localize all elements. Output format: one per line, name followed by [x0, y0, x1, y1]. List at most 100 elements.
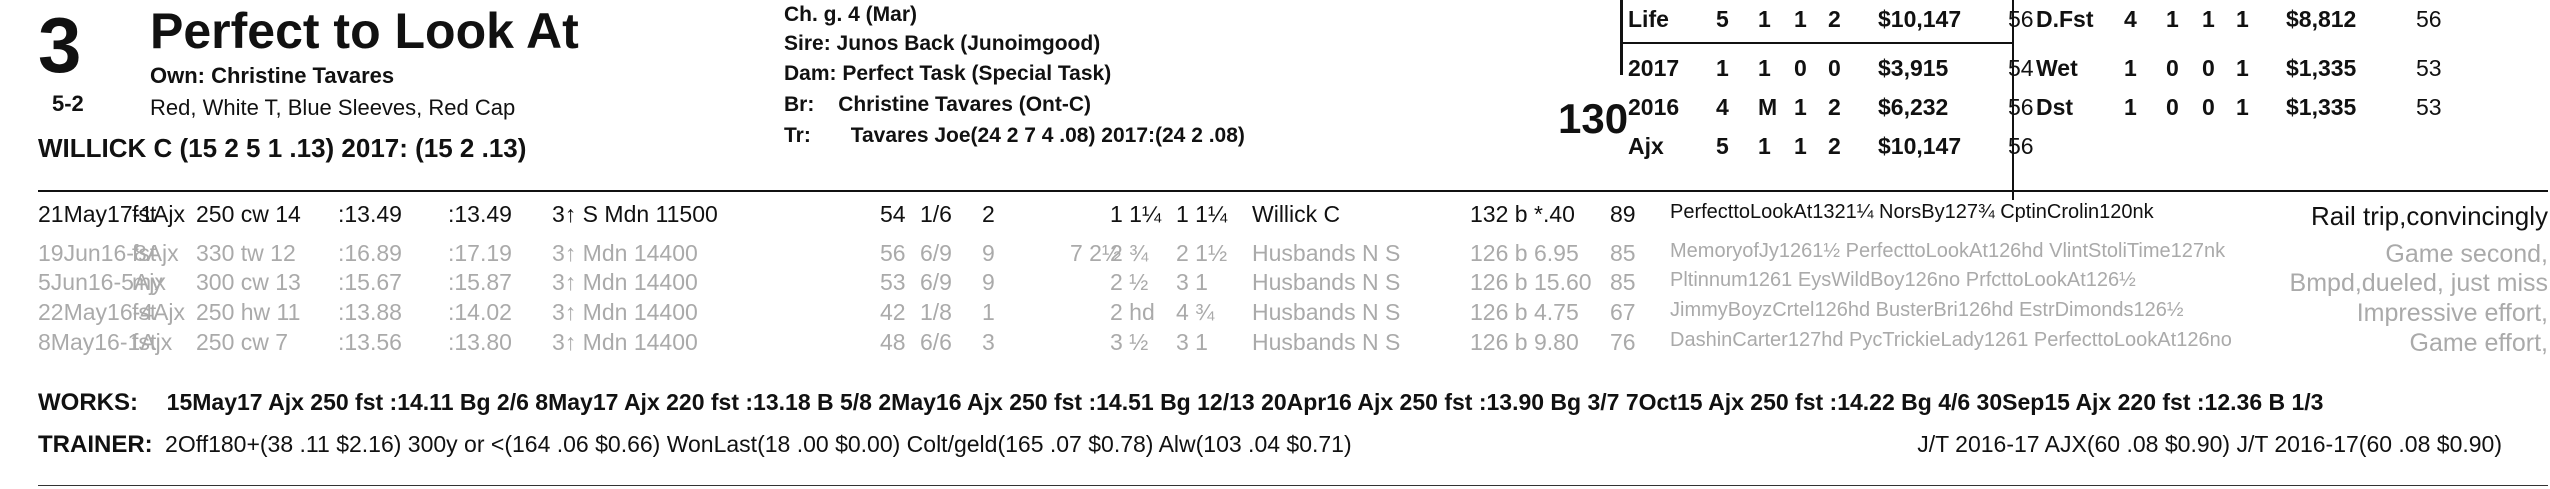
trainer-stats-text: 2Off180+(38 .11 $2.16) 300y or <(164 .06…: [165, 431, 1352, 457]
program-number: 3: [38, 1, 82, 89]
record-s: 1: [2236, 55, 2249, 81]
bottom-rule: [38, 485, 2548, 486]
race-c1: 2 ¾: [1110, 240, 1149, 266]
race-dist: 250 cw 7: [196, 329, 289, 355]
race-jockey: Husbands N S: [1252, 269, 1401, 295]
race-st: 3: [982, 329, 995, 355]
race-cls: 3↑ Mdn 14400: [552, 329, 698, 355]
race-fig: 56: [880, 240, 906, 266]
race-remark: Game second,: [2385, 240, 2548, 268]
record-s: 1: [2236, 6, 2249, 32]
race-fig: 42: [880, 299, 906, 325]
record-earn: $3,915: [1878, 55, 1949, 81]
race-fin: 4 ¾: [1176, 299, 1215, 325]
race-odds: 15.60: [1534, 269, 1592, 295]
record-fig: 56: [2416, 6, 2442, 32]
record-row-record_left-2: 2016 4 M 1 2 $6,232 56: [1628, 94, 2048, 124]
record-row-record_right-0: D.Fst 4 1 1 1 $8,812 56: [2036, 6, 2456, 36]
race-remark: Game effort,: [2409, 329, 2549, 357]
pedigree-sire: Sire: Junos Back (Junoimgood): [784, 32, 1100, 56]
record-w: 0: [2166, 55, 2179, 81]
race-t2: :13.49: [448, 201, 512, 227]
record-s: 1: [2236, 94, 2249, 120]
race-date: 21May17-1Ajx: [38, 201, 186, 227]
record-st: 5: [1716, 133, 1729, 159]
race-comment: PerfecttoLookAt1321¼ NorsBy127¾ CptinCro…: [1670, 201, 2154, 223]
record-st: 1: [2124, 55, 2137, 81]
race-pp: 1/8: [920, 299, 952, 325]
race-t2: :15.87: [448, 269, 512, 295]
record-earn: $8,812: [2286, 6, 2357, 32]
record-fig: 54: [2008, 55, 2034, 81]
race-wt: 126 b: [1470, 329, 1528, 355]
record-st: 4: [2124, 6, 2137, 32]
race-spd: 85: [1610, 269, 1636, 295]
race-spd: 85: [1610, 240, 1636, 266]
race-st: 9: [982, 240, 995, 266]
record-fig: 53: [2416, 55, 2442, 81]
record-earn: $10,147: [1878, 133, 1962, 159]
works-text: 15May17 Ajx 250 fst :14.11 Bg 2/6 8May17…: [166, 389, 2324, 415]
record-st: 1: [1716, 55, 1729, 81]
race-pp: 6/6: [920, 329, 952, 355]
race-st: 9: [982, 269, 995, 295]
record-label: Wet: [2036, 55, 2078, 81]
record-p: 1: [1794, 133, 1807, 159]
race-fig: 53: [880, 269, 906, 295]
race-remark: Impressive effort,: [2356, 299, 2548, 327]
race-comment: Pltinnum1261 EysWildBoy126no PrfcttoLook…: [1670, 269, 2136, 291]
record-p: 1: [1794, 6, 1807, 32]
silks-description: Red, White T, Blue Sleeves, Red Cap: [150, 95, 516, 120]
race-t1: :16.89: [338, 240, 402, 266]
race-dist: 300 cw 13: [196, 269, 301, 295]
record-row-record_right-2: Dst 1 0 0 1 $1,335 53: [2036, 94, 2456, 124]
race-cls: 3↑ Mdn 14400: [552, 269, 698, 295]
race-jockey: Willick C: [1252, 201, 1341, 227]
works-line: WORKS: 15May17 Ajx 250 fst :14.11 Bg 2/6…: [38, 389, 2323, 417]
race-pp: 1/6: [920, 201, 952, 227]
record-fig: 56: [2008, 6, 2034, 32]
race-t2: :17.19: [448, 240, 512, 266]
race-t1: :13.49: [338, 201, 402, 227]
record-earn: $10,147: [1878, 6, 1962, 32]
race-odds: 4.75: [1534, 299, 1579, 325]
race-spd: 67: [1610, 299, 1636, 325]
race-remark: Bmpd,dueled, just miss: [2289, 269, 2548, 297]
record-s: 2: [1828, 133, 1841, 159]
record-w: 1: [1758, 6, 1771, 32]
record-label: D.Fst: [2036, 6, 2094, 32]
race-t1: :13.56: [338, 329, 402, 355]
record-s: 0: [1828, 55, 1841, 81]
record-label: 2016: [1628, 94, 1680, 120]
race-date: 5Jun16-5Ajx: [38, 269, 166, 295]
record-row-record_right-1: Wet 1 0 0 1 $1,335 53: [2036, 55, 2456, 85]
race-c0: 7 2½: [1070, 240, 1122, 266]
race-cond: fst: [132, 201, 157, 227]
jockey-line[interactable]: WILLICK C (15 2 5 1 .13) 2017: (15 2 .13…: [38, 133, 527, 163]
record-label: 2017: [1628, 55, 1680, 81]
record-s: 2: [1828, 94, 1841, 120]
race-t2: :13.80: [448, 329, 512, 355]
race-comment: JimmyBoyzCrtel126hd BusterBri126hd EstrD…: [1670, 299, 2184, 321]
record-fig: 56: [2008, 94, 2034, 120]
race-pp: 6/9: [920, 240, 952, 266]
trainer-value: Tavares Joe(24 2 7 4 .08) 2017:(24 2 .08…: [850, 124, 1245, 147]
morning-line-odds: 5-2: [52, 91, 84, 116]
race-odds: *.40: [1534, 201, 1575, 227]
race-spd: 89: [1610, 201, 1636, 227]
works-label: WORKS:: [38, 389, 138, 416]
record-row-record_left-3: Ajx 5 1 1 2 $10,147 56: [1628, 133, 2048, 163]
race-odds: 9.80: [1534, 329, 1579, 355]
dam-value: Perfect Task (Special Task): [842, 62, 1112, 85]
dam-label: Dam:: [784, 62, 837, 85]
horse-name[interactable]: Perfect to Look At: [150, 3, 579, 59]
race-jockey: Husbands N S: [1252, 299, 1401, 325]
race-c1: 1 1¼: [1110, 201, 1162, 227]
record-p: 1: [2202, 6, 2215, 32]
record-p: 0: [2202, 55, 2215, 81]
race-jockey: Husbands N S: [1252, 329, 1401, 355]
race-t1: :15.67: [338, 269, 402, 295]
race-date: 22May16-4Ajx: [38, 299, 186, 325]
record-column-divider: [2012, 0, 2014, 200]
